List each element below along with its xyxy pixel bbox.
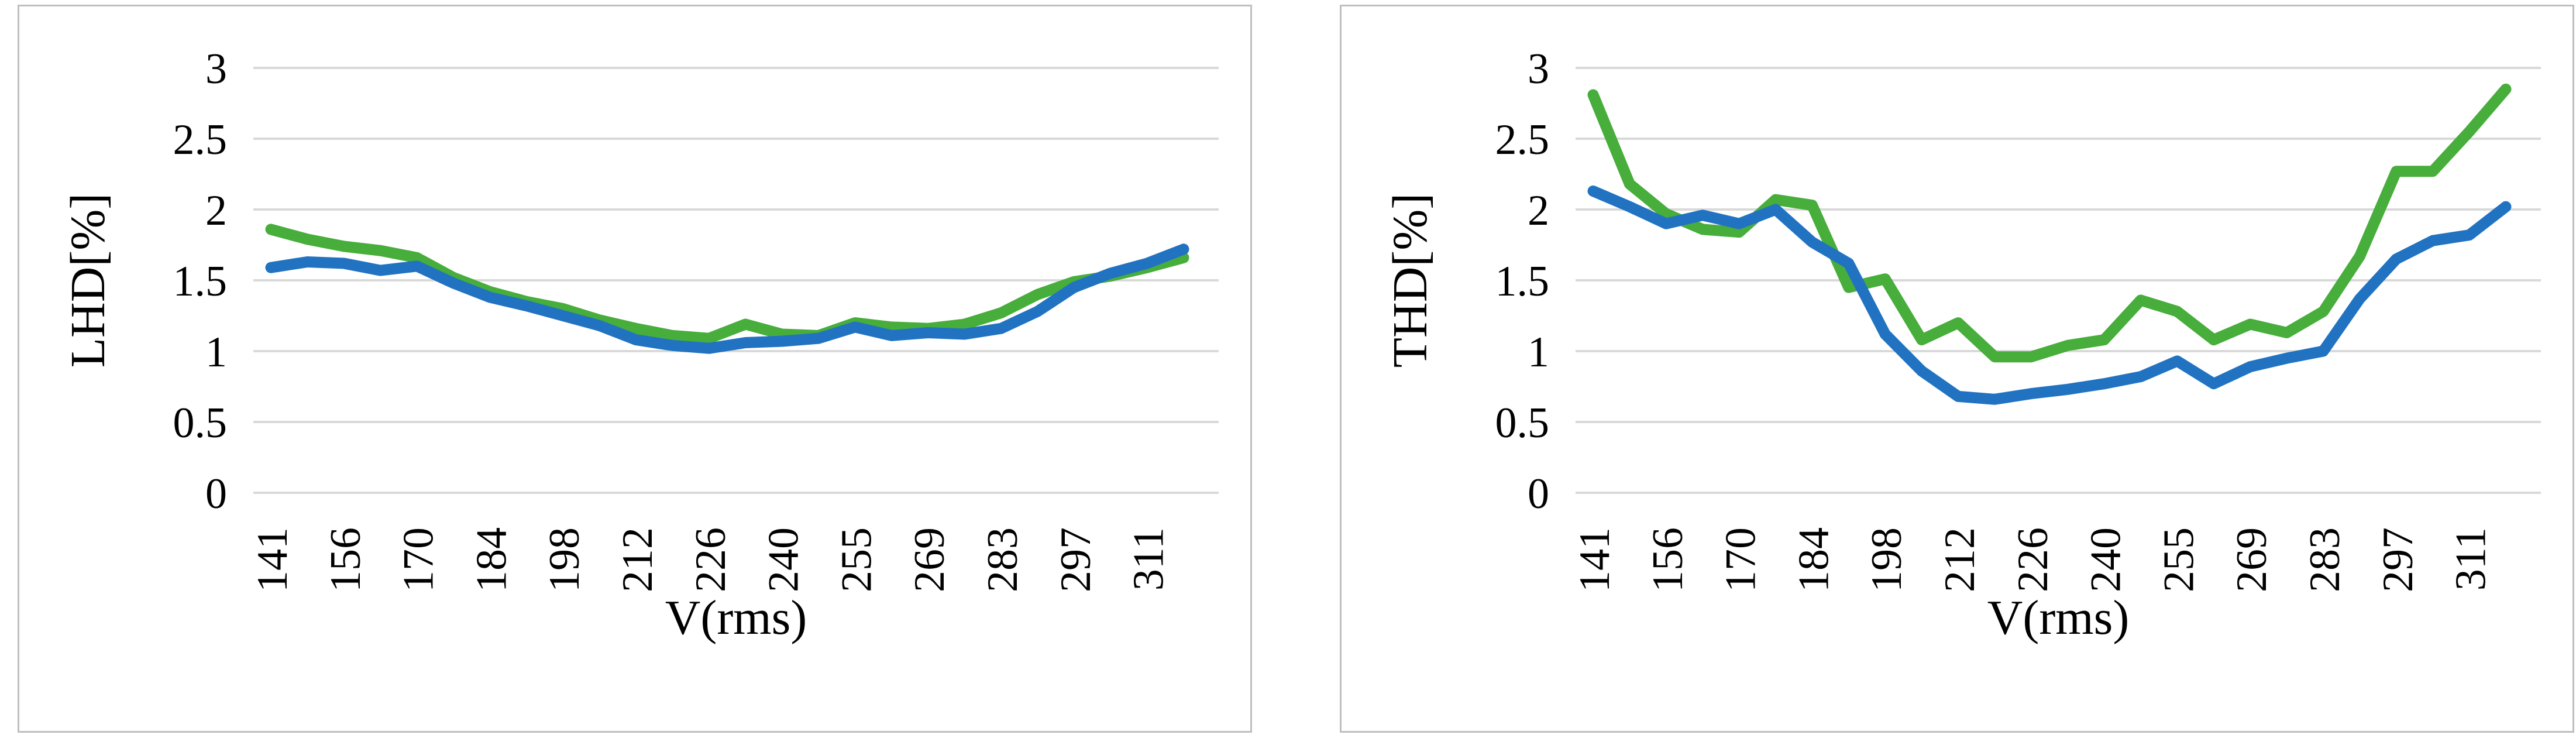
lhd-green-series-line bbox=[265, 224, 1189, 344]
thd-gridlines bbox=[1576, 67, 2541, 494]
lhd-x-tick-label-156: 156 bbox=[322, 527, 370, 592]
thd-x-tick-label-240: 240 bbox=[2082, 527, 2130, 592]
thd-y-tick-label-2.5: 2.5 bbox=[1495, 116, 1550, 164]
lhd-y-tick-label-1.5: 1.5 bbox=[173, 258, 228, 305]
thd-x-tick-label-184: 184 bbox=[1790, 527, 1838, 592]
thd-x-tick-label-283: 283 bbox=[2301, 527, 2349, 592]
lhd-x-tick-label-170: 170 bbox=[395, 527, 443, 592]
thd-x-tick-label-297: 297 bbox=[2374, 527, 2422, 592]
lhd-x-tick-label-226: 226 bbox=[687, 527, 735, 592]
lhd-y-tick-label-0: 0 bbox=[205, 470, 227, 518]
thd-y-tick-label-0.5: 0.5 bbox=[1495, 399, 1550, 447]
thd-x-tick-label-170: 170 bbox=[1717, 527, 1765, 592]
thd-x-tick-label-269: 269 bbox=[2228, 527, 2276, 592]
thd-x-tick-label-311: 311 bbox=[2447, 527, 2495, 590]
thd-tick-labels: 0 0.5 1 1.5 2 2.5 3 141 156 170 184 198 212 226 240 255… bbox=[1495, 45, 2495, 592]
thd-y-tick-label-3: 3 bbox=[1528, 45, 1549, 93]
lhd-y-tick-label-2: 2 bbox=[205, 187, 227, 235]
lhd-x-tick-label-141: 141 bbox=[249, 527, 297, 592]
lhd-y-tick-label-2.5: 2.5 bbox=[173, 116, 228, 164]
lhd-x-tick-label-184: 184 bbox=[467, 527, 515, 592]
lhd-x-tick-label-297: 297 bbox=[1052, 527, 1100, 592]
lhd-x-tick-label-269: 269 bbox=[906, 527, 954, 592]
thd-plot: 0 0.5 1 1.5 2 2.5 3 141 156 170 184 198 212 226 240 255… bbox=[1383, 45, 2541, 645]
lhd-x-tick-label-311: 311 bbox=[1125, 527, 1173, 590]
lhd-y-tick-label-1: 1 bbox=[205, 328, 227, 376]
lhd-x-tick-label-283: 283 bbox=[979, 527, 1027, 592]
thd-x-axis-title: V(rms) bbox=[1987, 590, 2130, 645]
thd-x-tick-label-226: 226 bbox=[2009, 527, 2057, 592]
thd-y-tick-label-1.5: 1.5 bbox=[1495, 258, 1550, 305]
lhd-gridlines bbox=[253, 67, 1219, 494]
lhd-y-tick-label-0.5: 0.5 bbox=[173, 399, 228, 447]
lhd-plot: 0 0.5 1 1.5 2 2.5 3 141 156 170 184 198 212 226 240 255… bbox=[61, 45, 1219, 645]
thd-x-tick-label-156: 156 bbox=[1644, 527, 1692, 592]
lhd-y-tick-label-3: 3 bbox=[205, 45, 227, 93]
thd-y-axis-title: THD[%] bbox=[1383, 193, 1437, 368]
thd-y-tick-label-0: 0 bbox=[1528, 470, 1549, 518]
thd-x-tick-label-212: 212 bbox=[1936, 527, 1984, 592]
lhd-x-axis-title: V(rms) bbox=[665, 590, 807, 645]
thd-y-tick-label-1: 1 bbox=[1528, 328, 1549, 376]
lhd-x-tick-label-240: 240 bbox=[760, 527, 808, 592]
thd-y-tick-label-2: 2 bbox=[1528, 187, 1549, 235]
lhd-tick-labels: 0 0.5 1 1.5 2 2.5 3 141 156 170 184 198 212 226 240 255… bbox=[173, 45, 1173, 592]
lhd-blue-series-line bbox=[265, 243, 1189, 354]
lhd-series bbox=[265, 224, 1189, 354]
lhd-x-tick-label-255: 255 bbox=[833, 527, 881, 592]
lhd-x-tick-label-198: 198 bbox=[541, 527, 589, 592]
lhd-x-tick-label-212: 212 bbox=[614, 527, 662, 592]
thd-x-tick-label-255: 255 bbox=[2155, 527, 2203, 592]
thd-series bbox=[1587, 83, 2512, 405]
thd-chart-panel: 0 0.5 1 1.5 2 2.5 3 141 156 170 184 198 212 226 240 255… bbox=[1340, 5, 2574, 733]
lhd-chart-panel: 0 0.5 1 1.5 2 2.5 3 141 156 170 184 198 212 226 240 255… bbox=[18, 5, 1252, 733]
lhd-y-axis-title: LHD[%] bbox=[61, 193, 115, 368]
thd-x-tick-label-141: 141 bbox=[1571, 527, 1619, 592]
thd-x-tick-label-198: 198 bbox=[1863, 527, 1911, 592]
thd-blue-series-line bbox=[1587, 186, 2512, 405]
